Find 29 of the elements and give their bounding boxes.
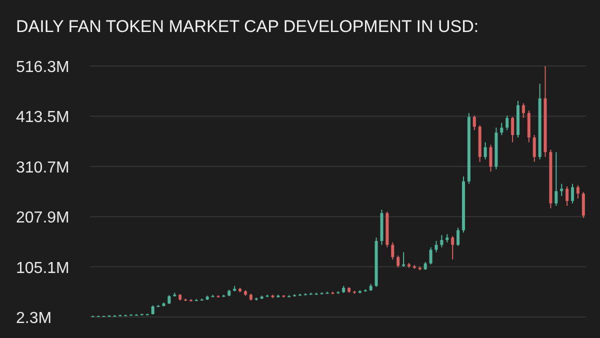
candlestick xyxy=(554,152,558,206)
candlestick xyxy=(566,186,569,206)
y-tick-label: 207.9M xyxy=(16,210,70,227)
y-tick-label: 105.1M xyxy=(16,260,70,277)
y-tick-label: 413.5M xyxy=(16,109,70,126)
candlestick xyxy=(571,183,574,204)
y-tick-label: 516.3M xyxy=(16,59,70,76)
candlestick xyxy=(511,116,514,143)
candlestick xyxy=(440,234,444,248)
candlestick xyxy=(456,227,460,246)
chart-title: DAILY FAN TOKEN MARKET CAP DEVELOPMENT IN USD: xyxy=(16,17,479,37)
candlestick xyxy=(396,255,400,268)
y-tick-label: 310.7M xyxy=(16,159,70,176)
candlestick xyxy=(500,122,504,136)
candlestick xyxy=(532,134,536,162)
candlestick xyxy=(472,114,476,131)
candlestick xyxy=(429,246,432,265)
candlestick xyxy=(576,184,580,199)
candlestick xyxy=(582,192,585,219)
candlestick xyxy=(451,236,454,260)
candlestick xyxy=(402,252,406,268)
y-tick-label: 2.3M xyxy=(16,310,52,327)
candlestick xyxy=(522,102,525,118)
candlestick xyxy=(434,240,438,253)
candlestick xyxy=(391,242,394,260)
candlestick xyxy=(489,144,492,172)
candlestick xyxy=(484,142,487,160)
candlestick xyxy=(560,183,564,197)
candlestick xyxy=(506,114,509,131)
